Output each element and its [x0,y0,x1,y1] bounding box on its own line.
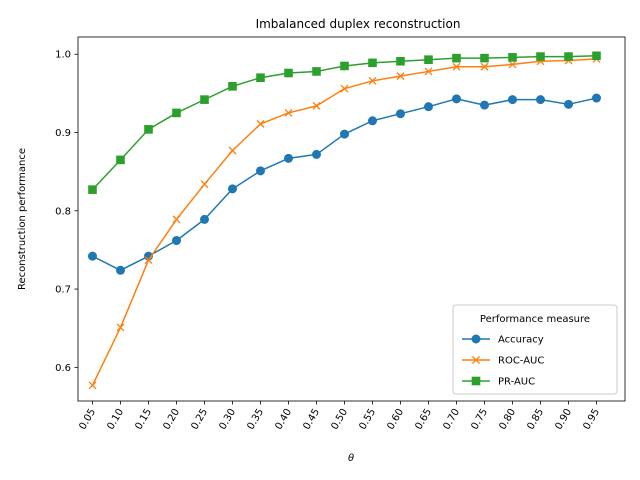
data-point-pr-auc [144,125,153,134]
series-accuracy [88,93,601,275]
data-point-pr-auc [424,55,433,65]
data-point-pr-auc [312,67,321,76]
data-point-pr-auc [368,58,377,68]
data-point-accuracy [508,95,517,105]
x-marker-stroke [200,180,209,189]
x-marker-stroke [284,108,293,117]
x-marker-stroke [172,215,181,224]
data-point-roc-auc [480,62,489,71]
x-marker-stroke [256,119,265,128]
x-marker-stroke [312,101,321,110]
data-point-pr-auc [536,52,545,61]
data-point-accuracy [592,93,601,103]
data-point-pr-auc [508,53,517,62]
data-point-roc-auc [88,381,97,390]
data-point-accuracy [312,149,321,159]
data-point-roc-auc [396,72,405,81]
y-tick-label: 0.6 [55,363,71,374]
data-point-accuracy [200,214,209,224]
data-point-roc-auc [284,108,293,117]
data-point-accuracy [424,102,433,112]
y-tick-label: 0.9 [55,128,71,139]
x-marker-stroke [508,60,517,69]
y-tick-label: 0.8 [55,206,71,217]
y-tick-label: 0.7 [55,285,71,296]
data-point-pr-auc [256,73,265,83]
x-marker-stroke [88,381,97,390]
data-point-accuracy [228,184,237,194]
data-point-pr-auc [200,95,209,104]
data-point-pr-auc [88,185,97,194]
data-point-pr-auc [452,53,461,63]
x-marker-stroke [340,84,349,93]
legend-label: ROC-AUC [498,356,544,367]
data-point-accuracy [172,236,181,246]
data-point-pr-auc [564,52,573,61]
data-point-accuracy [88,251,97,261]
data-point-roc-auc [200,180,209,189]
data-point-pr-auc [396,56,405,66]
x-marker-stroke [472,356,480,364]
x-marker-stroke [144,256,153,265]
x-marker-stroke [368,76,377,85]
legend-swatch-marker [471,334,481,344]
data-point-pr-auc [284,68,293,78]
data-point-roc-auc [452,62,461,71]
legend-item-accuracy: Accuracy [462,334,544,346]
series-roc-auc [88,54,601,390]
data-point-accuracy [452,94,461,104]
data-point-pr-auc [592,51,601,61]
series-layer [88,51,601,390]
data-point-accuracy [116,265,125,275]
data-point-roc-auc [424,67,433,76]
y-tick-label: 1.0 [55,50,71,61]
data-point-pr-auc [116,155,125,165]
data-point-roc-auc [172,215,181,224]
data-point-pr-auc [340,61,349,71]
legend-items: Accuracy ROC-AUC PR-AUC [462,334,544,388]
data-point-accuracy [256,166,265,176]
data-point-roc-auc [340,84,349,93]
x-marker-stroke [396,72,405,81]
legend-title: Performance measure [480,314,590,325]
x-marker-stroke [228,146,237,155]
data-point-roc-auc [256,119,265,128]
x-marker-stroke [480,62,489,71]
data-point-pr-auc [228,82,237,91]
data-point-roc-auc [228,146,237,155]
series-pr-auc [88,51,601,194]
y-axis-label: Reconstruction performance [17,148,28,290]
x-marker-stroke [424,67,433,76]
data-point-accuracy [396,109,405,119]
legend-item-pr-auc: PR-AUC [462,377,535,388]
data-point-roc-auc [116,323,125,332]
data-point-roc-auc [368,76,377,85]
x-axis-label: θ [348,453,354,464]
x-marker-stroke [452,62,461,71]
legend-item-roc-auc: ROC-AUC [462,356,544,367]
x-marker-stroke [116,323,125,332]
data-point-accuracy [284,153,293,163]
legend-swatch-marker [471,376,481,386]
data-point-roc-auc [144,256,153,265]
data-point-roc-auc [508,60,517,69]
data-point-pr-auc [172,108,181,118]
legend-label: Accuracy [498,335,544,346]
plot-frame [77,36,626,402]
data-point-accuracy [368,116,377,126]
data-point-accuracy [340,129,349,139]
legend-label: PR-AUC [498,377,535,388]
legend-swatch-marker [472,356,480,364]
legend-box [452,304,618,395]
data-point-pr-auc [480,53,489,63]
data-point-accuracy [564,99,573,109]
chart-title: Imbalanced duplex reconstruction [256,17,461,31]
data-point-roc-auc [312,101,321,110]
legend: Performance measure Accuracy ROC-AUC PR-AU… [452,304,618,395]
data-point-accuracy [480,100,489,110]
data-point-accuracy [536,95,545,105]
